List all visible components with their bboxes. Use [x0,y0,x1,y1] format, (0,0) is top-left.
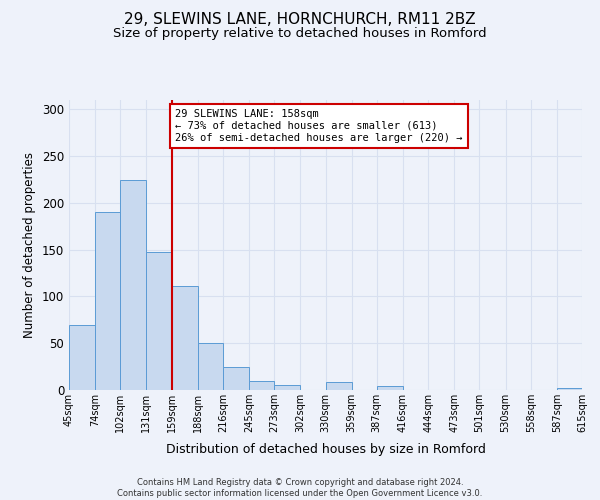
Bar [95,212,121,390]
Text: Contains HM Land Registry data © Crown copyright and database right 2024.
Contai: Contains HM Land Registry data © Crown c… [118,478,482,498]
Bar [120,180,146,390]
Text: 29, SLEWINS LANE, HORNCHURCH, RM11 2BZ: 29, SLEWINS LANE, HORNCHURCH, RM11 2BZ [124,12,476,28]
Bar [172,286,198,390]
X-axis label: Distribution of detached houses by size in Romford: Distribution of detached houses by size … [166,444,485,456]
Bar [377,386,403,390]
Bar [223,366,249,390]
Bar [325,382,352,390]
Bar [249,380,274,390]
Bar [146,252,172,390]
Text: Size of property relative to detached houses in Romford: Size of property relative to detached ho… [113,28,487,40]
Bar [69,324,95,390]
Y-axis label: Number of detached properties: Number of detached properties [23,152,37,338]
Bar [274,386,301,390]
Text: 29 SLEWINS LANE: 158sqm
← 73% of detached houses are smaller (613)
26% of semi-d: 29 SLEWINS LANE: 158sqm ← 73% of detache… [175,110,463,142]
Bar [557,388,582,390]
Bar [198,343,223,390]
